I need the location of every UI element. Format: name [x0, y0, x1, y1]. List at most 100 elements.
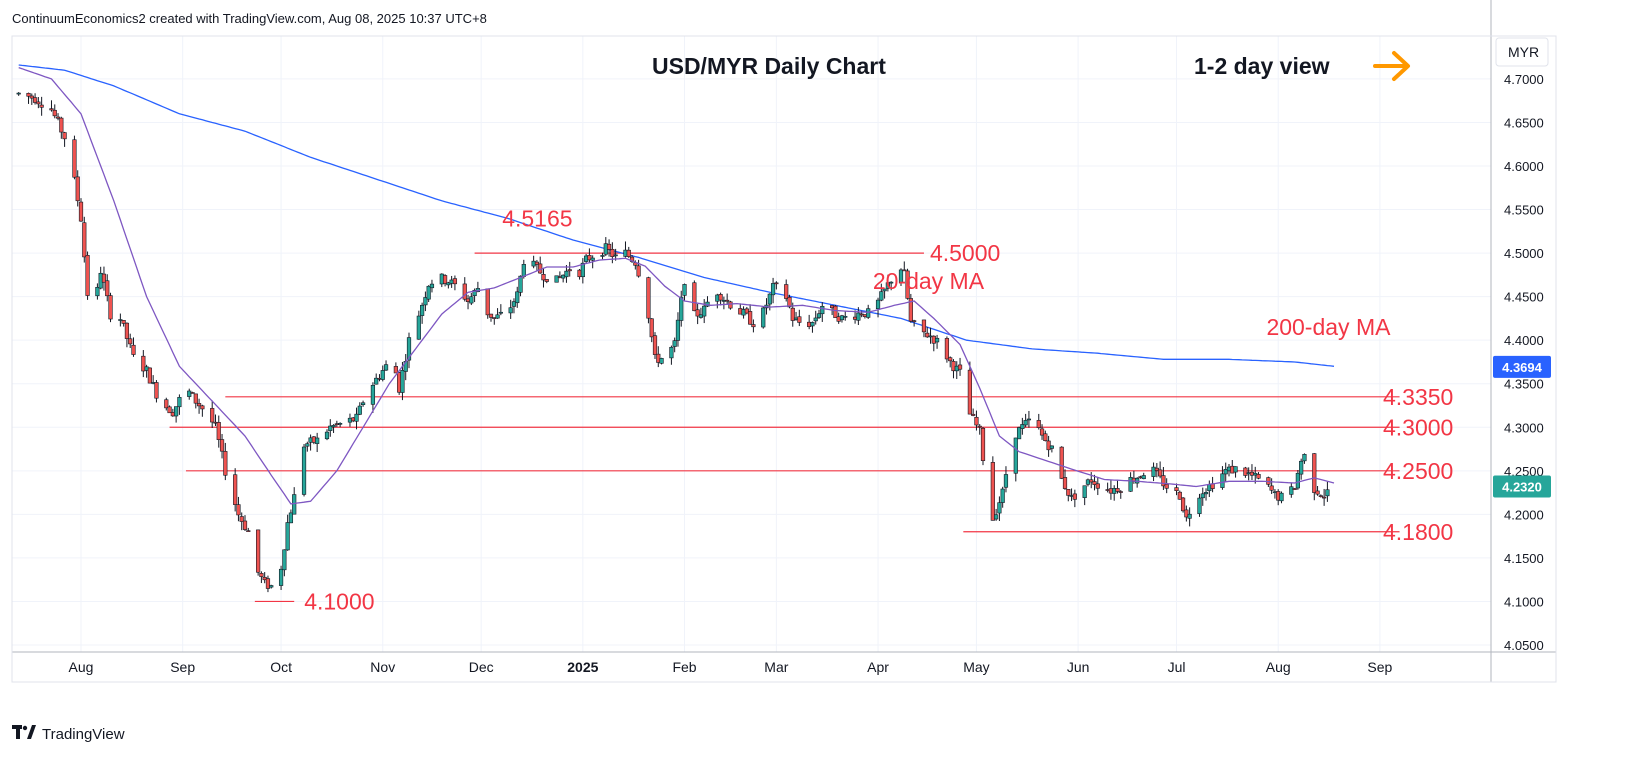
candle-body	[810, 322, 815, 327]
y-tick-label: 4.5500	[1504, 203, 1544, 218]
candle-body	[1046, 440, 1051, 451]
candle-body	[820, 305, 825, 315]
candle-body	[1325, 489, 1330, 497]
candle-body	[774, 282, 779, 285]
candle-body	[1062, 477, 1068, 489]
candle-body	[905, 270, 910, 299]
y-tick-label: 4.0500	[1504, 638, 1544, 653]
candle-body	[1233, 466, 1238, 473]
candle-body	[469, 296, 474, 304]
candle-body	[728, 301, 733, 309]
y-tick-label: 4.4500	[1504, 290, 1544, 305]
candle-body	[78, 201, 84, 222]
candle-body	[957, 364, 963, 370]
ma200-layer	[18, 64, 1335, 367]
candle-body	[912, 320, 917, 322]
candle-body	[1299, 460, 1304, 475]
candle-body	[216, 422, 221, 440]
candle-body	[72, 139, 77, 178]
candle-body	[282, 549, 287, 571]
candle-body	[944, 338, 950, 360]
x-tick-label: Sep	[1367, 659, 1392, 675]
candle-body	[246, 530, 251, 532]
candle-body	[997, 502, 1002, 514]
currency-box	[1495, 37, 1549, 67]
candle-body	[1187, 513, 1192, 519]
candle-body	[1158, 469, 1163, 477]
candle-body	[977, 425, 982, 428]
tradingview-footer[interactable]: TradingView	[12, 725, 125, 744]
candle-body	[1128, 477, 1133, 492]
candle-body	[121, 320, 126, 324]
x-tick-label: Aug	[69, 659, 94, 675]
candle-body	[95, 286, 100, 297]
candle-body	[839, 315, 845, 321]
candle-body	[675, 319, 681, 341]
ma20-line	[18, 66, 1335, 505]
candle-body	[452, 278, 458, 285]
candle-body	[1092, 481, 1097, 485]
candle-body	[1164, 484, 1169, 489]
candle-body	[383, 364, 389, 371]
candle-body	[285, 522, 290, 551]
candle-body	[567, 269, 572, 272]
candle-body	[1036, 420, 1041, 428]
y-tick-label: 4.2000	[1504, 507, 1544, 522]
candle-body	[1289, 486, 1294, 495]
candle-body	[787, 296, 792, 308]
annotations-layer: 4.5165 20-day MA 200-day MA	[502, 206, 1391, 340]
candle-body	[416, 315, 421, 340]
candle-body	[354, 413, 359, 422]
ma20-layer	[18, 66, 1335, 505]
candle-body	[790, 307, 795, 321]
candle-body	[193, 393, 198, 404]
candle-body	[541, 274, 546, 281]
candle-body	[669, 346, 674, 359]
candle-body	[1000, 488, 1005, 503]
candle-body	[357, 405, 362, 415]
candle-body	[288, 512, 294, 524]
candle-body	[508, 307, 513, 314]
level-label: 4.2500	[1383, 458, 1453, 484]
candle-body	[908, 298, 913, 322]
candle-body	[649, 318, 654, 338]
candle-body	[718, 294, 723, 301]
candle-body	[606, 243, 612, 250]
candle-body	[702, 305, 707, 317]
annotation-label: 4.5165	[502, 206, 572, 232]
annotation-label: 20-day MA	[873, 268, 985, 294]
candle-body	[564, 270, 569, 278]
candle-body	[324, 431, 330, 440]
candle-body	[1089, 479, 1094, 483]
candle-body	[200, 405, 205, 410]
candle-body	[472, 289, 477, 297]
candle-body	[1072, 493, 1077, 500]
candle-body	[770, 283, 776, 296]
candle-body	[1180, 497, 1186, 512]
candle-body	[761, 307, 766, 328]
candle-body	[1184, 509, 1189, 518]
ma200-line	[18, 64, 1335, 367]
candle-body	[1318, 495, 1323, 497]
candle-body	[174, 406, 179, 417]
candle-body	[921, 319, 927, 333]
candle-body	[990, 462, 995, 521]
candle-body	[1154, 467, 1159, 471]
x-tick-label: Sep	[170, 659, 195, 675]
candle-body	[898, 269, 904, 284]
candle-body	[62, 132, 67, 140]
candle-body	[587, 255, 592, 261]
ma200-price-tag: 4.3694	[1502, 360, 1543, 375]
last-price-tag-bg	[1493, 475, 1551, 498]
candle-body	[167, 406, 172, 414]
candle-body	[679, 296, 684, 321]
y-tick-label: 4.2500	[1504, 464, 1544, 479]
candle-body	[534, 261, 540, 265]
candle-body	[879, 291, 884, 301]
chart-frame	[11, 35, 1557, 683]
tradingview-logo-icon	[12, 725, 36, 744]
candle-body	[925, 332, 930, 338]
candle-body	[196, 403, 202, 407]
candle-body	[875, 299, 881, 310]
